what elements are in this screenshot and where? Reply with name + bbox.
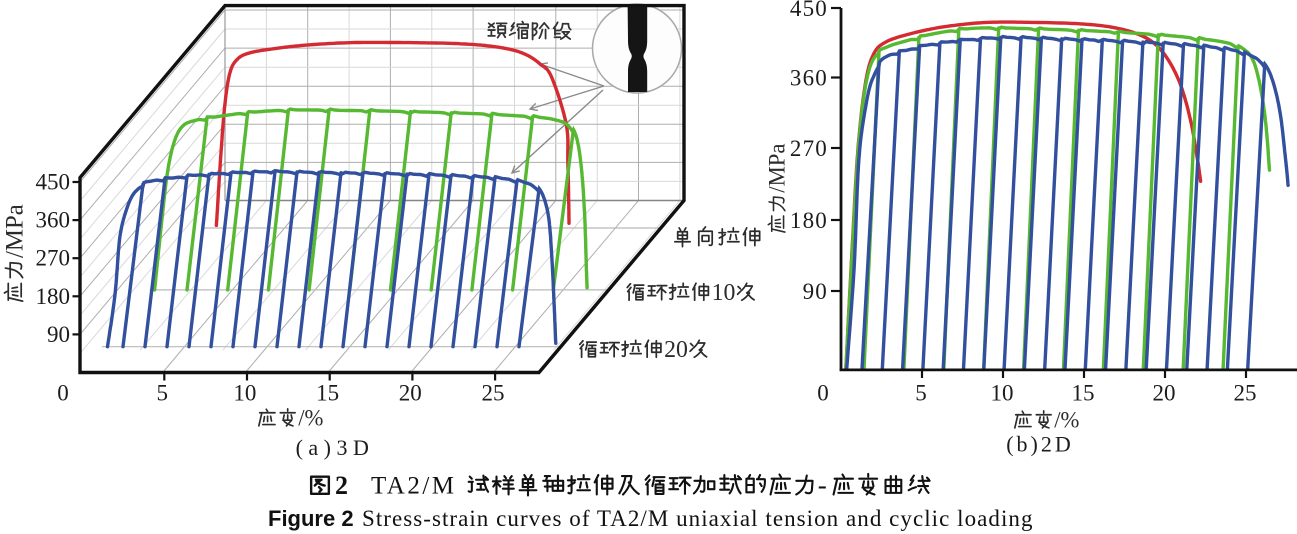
svg-text:/%: /% — [1054, 408, 1079, 433]
svg-text:10: 10 — [233, 381, 256, 406]
svg-text:2: 2 — [335, 471, 348, 500]
svg-text:360: 360 — [790, 66, 828, 91]
svg-text:5: 5 — [156, 381, 168, 406]
svg-text:TA2/M: TA2/M — [371, 473, 457, 500]
svg-text:0: 0 — [57, 381, 69, 406]
svg-text:360: 360 — [36, 208, 71, 233]
svg-text:10: 10 — [991, 381, 1014, 406]
svg-text:/MPa: /MPa — [765, 144, 790, 193]
svg-text:450: 450 — [36, 170, 71, 195]
svg-text:15: 15 — [316, 381, 339, 406]
svg-text:270: 270 — [36, 246, 71, 271]
svg-text:(a)3D: (a)3D — [296, 435, 375, 460]
svg-text:/MPa: /MPa — [1, 204, 28, 258]
svg-text:/%: /% — [298, 406, 323, 431]
svg-text:25: 25 — [1234, 381, 1257, 406]
svg-text:450: 450 — [790, 0, 828, 21]
svg-text:Stress-strain curves of TA2/M: Stress-strain curves of TA2/M uniaxial t… — [362, 506, 1034, 531]
svg-text:180: 180 — [790, 208, 828, 233]
svg-text:270: 270 — [790, 136, 828, 161]
svg-text:180: 180 — [36, 284, 71, 309]
svg-text:90: 90 — [803, 279, 828, 304]
svg-text:20: 20 — [399, 381, 422, 406]
svg-text:Figure 2: Figure 2 — [268, 506, 354, 531]
svg-text:90: 90 — [47, 322, 70, 347]
svg-text:25: 25 — [482, 381, 505, 406]
svg-text:-: - — [818, 470, 827, 500]
svg-text:10: 10 — [712, 280, 736, 306]
svg-text:5: 5 — [915, 381, 927, 406]
svg-text:(b)2D: (b)2D — [1006, 432, 1074, 457]
svg-text:0: 0 — [817, 381, 829, 406]
svg-text:15: 15 — [1072, 381, 1095, 406]
svg-text:20: 20 — [1153, 381, 1176, 406]
svg-text:20: 20 — [664, 337, 688, 363]
